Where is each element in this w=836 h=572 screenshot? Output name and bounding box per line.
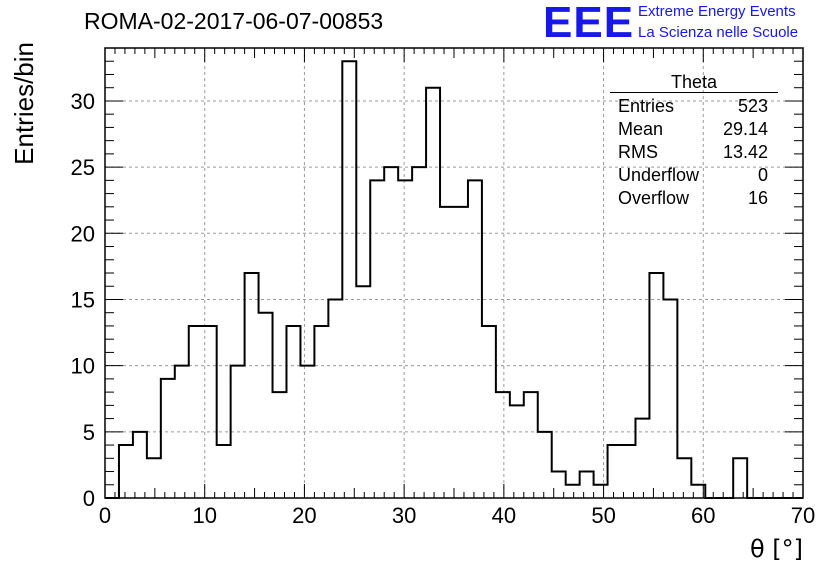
histogram-bin (649, 273, 663, 498)
histogram-bin (482, 326, 496, 498)
histogram-bin (203, 326, 217, 498)
stats-value: 0 (757, 165, 768, 185)
y-tick-label: 10 (71, 354, 95, 379)
histogram-bin (384, 167, 398, 498)
x-tick-label: 70 (791, 503, 815, 528)
histogram-line (105, 60, 803, 499)
histogram-bin (580, 472, 594, 498)
histogram-bin (733, 458, 747, 498)
stats-label: Entries (618, 96, 675, 116)
histogram-bin (426, 88, 440, 498)
stats-row-entries: Entries 523 (610, 95, 778, 118)
histogram-bin (161, 379, 175, 498)
x-tick-label: 10 (192, 503, 216, 528)
stats-value: 29.14 (722, 119, 768, 139)
stats-value: 523 (737, 96, 768, 116)
histogram-bin (259, 313, 273, 498)
stats-row-overflow: Overflow 16 (610, 187, 778, 210)
y-tick-label: 30 (71, 89, 95, 114)
stats-row-rms: RMS 13.42 (610, 141, 778, 164)
stats-row-mean: Mean 29.14 (610, 118, 778, 141)
histogram-bin (286, 326, 300, 498)
histogram-bin (217, 445, 231, 498)
histogram-bin (147, 458, 161, 498)
stats-label: RMS (618, 142, 658, 162)
stats-value: 16 (747, 188, 768, 208)
histogram-bin (524, 392, 538, 498)
stats-title: Theta (670, 72, 718, 92)
histogram-bin (454, 207, 468, 498)
tick-labels: 0 10 20 30 40 50 60 70 0 5 10 15 20 25 30 (71, 89, 816, 528)
x-axis-label: θ [°] (750, 535, 803, 563)
histogram-bin (273, 392, 287, 498)
histogram-bin (356, 286, 370, 498)
histogram-bin (175, 366, 189, 498)
chart-title: ROMA-02-2017-06-07-00853 (84, 8, 384, 34)
eee-logo: EEE (543, 0, 635, 47)
histogram-bin (440, 207, 454, 498)
histogram-bin (133, 432, 147, 498)
histogram-bin (370, 180, 384, 498)
stats-label: Underflow (618, 165, 700, 185)
y-tick-label: 20 (71, 221, 95, 246)
stats-divider (610, 92, 778, 93)
grid (105, 48, 803, 498)
logo-text-line1: Extreme Energy Events (638, 3, 796, 20)
histogram-bin (245, 273, 259, 498)
y-tick-label: 25 (71, 155, 95, 180)
stats-box: Theta Entries 523 Mean 29.14 RMS 13.42 U… (610, 72, 778, 210)
histogram-bin (594, 485, 608, 498)
x-tick-label: 20 (292, 503, 316, 528)
histogram-bin (510, 405, 524, 498)
histogram-bin (189, 326, 203, 498)
histogram-bin (300, 366, 314, 498)
y-tick-label: 15 (71, 287, 95, 312)
y-axis-label: Entries/bin (9, 42, 39, 165)
histogram-bin (468, 180, 482, 498)
histogram-bin (677, 458, 691, 498)
y-tick-label: 5 (83, 420, 95, 445)
histogram-bin (663, 299, 677, 498)
logo-text-line2: La Scienza nelle Scuole (638, 24, 799, 41)
histogram-bin (622, 445, 636, 498)
x-tick-label: 50 (591, 503, 615, 528)
histogram-bin (314, 326, 328, 498)
histogram-bin (412, 167, 426, 498)
histogram-bin (496, 392, 510, 498)
y-tick-label: 0 (83, 486, 95, 511)
histogram-bin (119, 445, 133, 498)
x-tick-label: 60 (691, 503, 715, 528)
histogram-bin (635, 419, 649, 498)
histogram-bin (398, 180, 412, 498)
histogram-bin (328, 299, 342, 498)
histogram-bin (538, 432, 552, 498)
stats-label: Mean (618, 119, 664, 139)
histogram-bin (342, 61, 356, 498)
histogram-bin (608, 445, 622, 498)
x-tick-label: 30 (392, 503, 416, 528)
histogram-bin (231, 366, 245, 498)
stats-label: Overflow (618, 188, 690, 208)
x-tick-label: 40 (492, 503, 516, 528)
histogram-series (105, 60, 803, 499)
axis-ticks (104, 47, 804, 499)
histogram-bin (566, 485, 580, 498)
x-tick-label: 0 (99, 503, 111, 528)
stats-row-underflow: Underflow 0 (610, 164, 778, 187)
stats-value: 13.42 (722, 142, 768, 162)
